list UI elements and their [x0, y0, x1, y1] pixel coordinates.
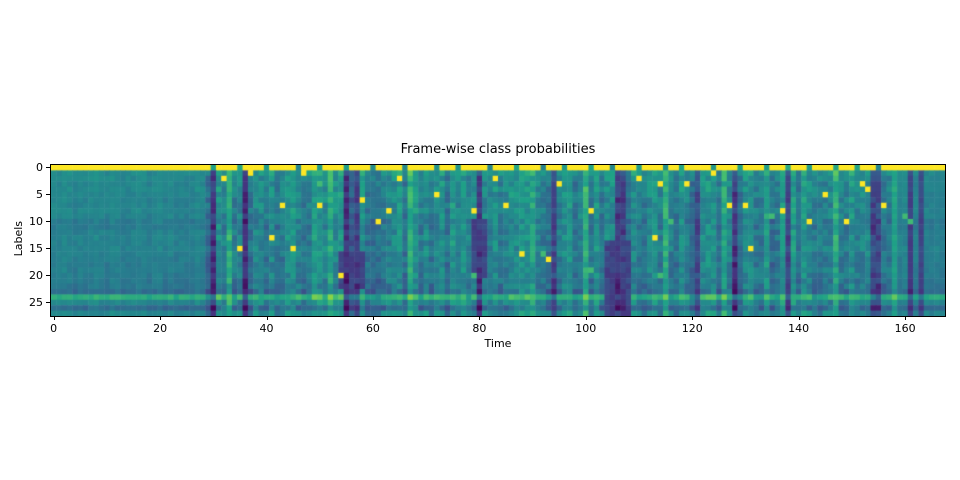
- x-tick-mark: [585, 316, 587, 320]
- y-tick-label: 25: [29, 295, 43, 309]
- x-tick-mark: [692, 316, 694, 320]
- x-tick-label: 160: [894, 322, 916, 335]
- x-tick-mark: [160, 316, 162, 320]
- y-tick-mark: [46, 302, 50, 304]
- x-tick-label: 20: [153, 322, 168, 335]
- y-tick-mark: [46, 275, 50, 277]
- y-tick-mark: [46, 194, 50, 196]
- y-tick-mark: [46, 248, 50, 250]
- heatmap-plot-area: [50, 164, 946, 317]
- x-tick-mark: [798, 316, 800, 320]
- x-tick-label: 40: [259, 322, 274, 335]
- heatmap-image: [51, 165, 945, 316]
- x-tick-mark: [266, 316, 268, 320]
- y-tick-label: 0: [36, 160, 43, 174]
- y-tick-label: 15: [29, 241, 43, 255]
- x-tick-mark: [905, 316, 907, 320]
- x-axis-label: Time: [484, 337, 512, 350]
- x-tick-label: 80: [472, 322, 487, 335]
- x-tick-mark: [372, 316, 374, 320]
- chart-title: Frame-wise class probabilities: [400, 142, 596, 157]
- x-tick-label: 0: [50, 322, 58, 335]
- y-axis-label: Labels: [12, 221, 25, 257]
- y-tick-label: 10: [29, 214, 43, 228]
- x-tick-mark: [53, 316, 55, 320]
- x-tick-label: 140: [788, 322, 810, 335]
- x-tick-label: 100: [575, 322, 597, 335]
- y-tick-mark: [46, 167, 50, 169]
- x-tick-mark: [479, 316, 481, 320]
- x-tick-label: 120: [681, 322, 703, 335]
- y-tick-mark: [46, 221, 50, 223]
- x-tick-label: 60: [365, 322, 380, 335]
- y-tick-label: 5: [36, 187, 43, 201]
- y-tick-label: 20: [29, 268, 43, 282]
